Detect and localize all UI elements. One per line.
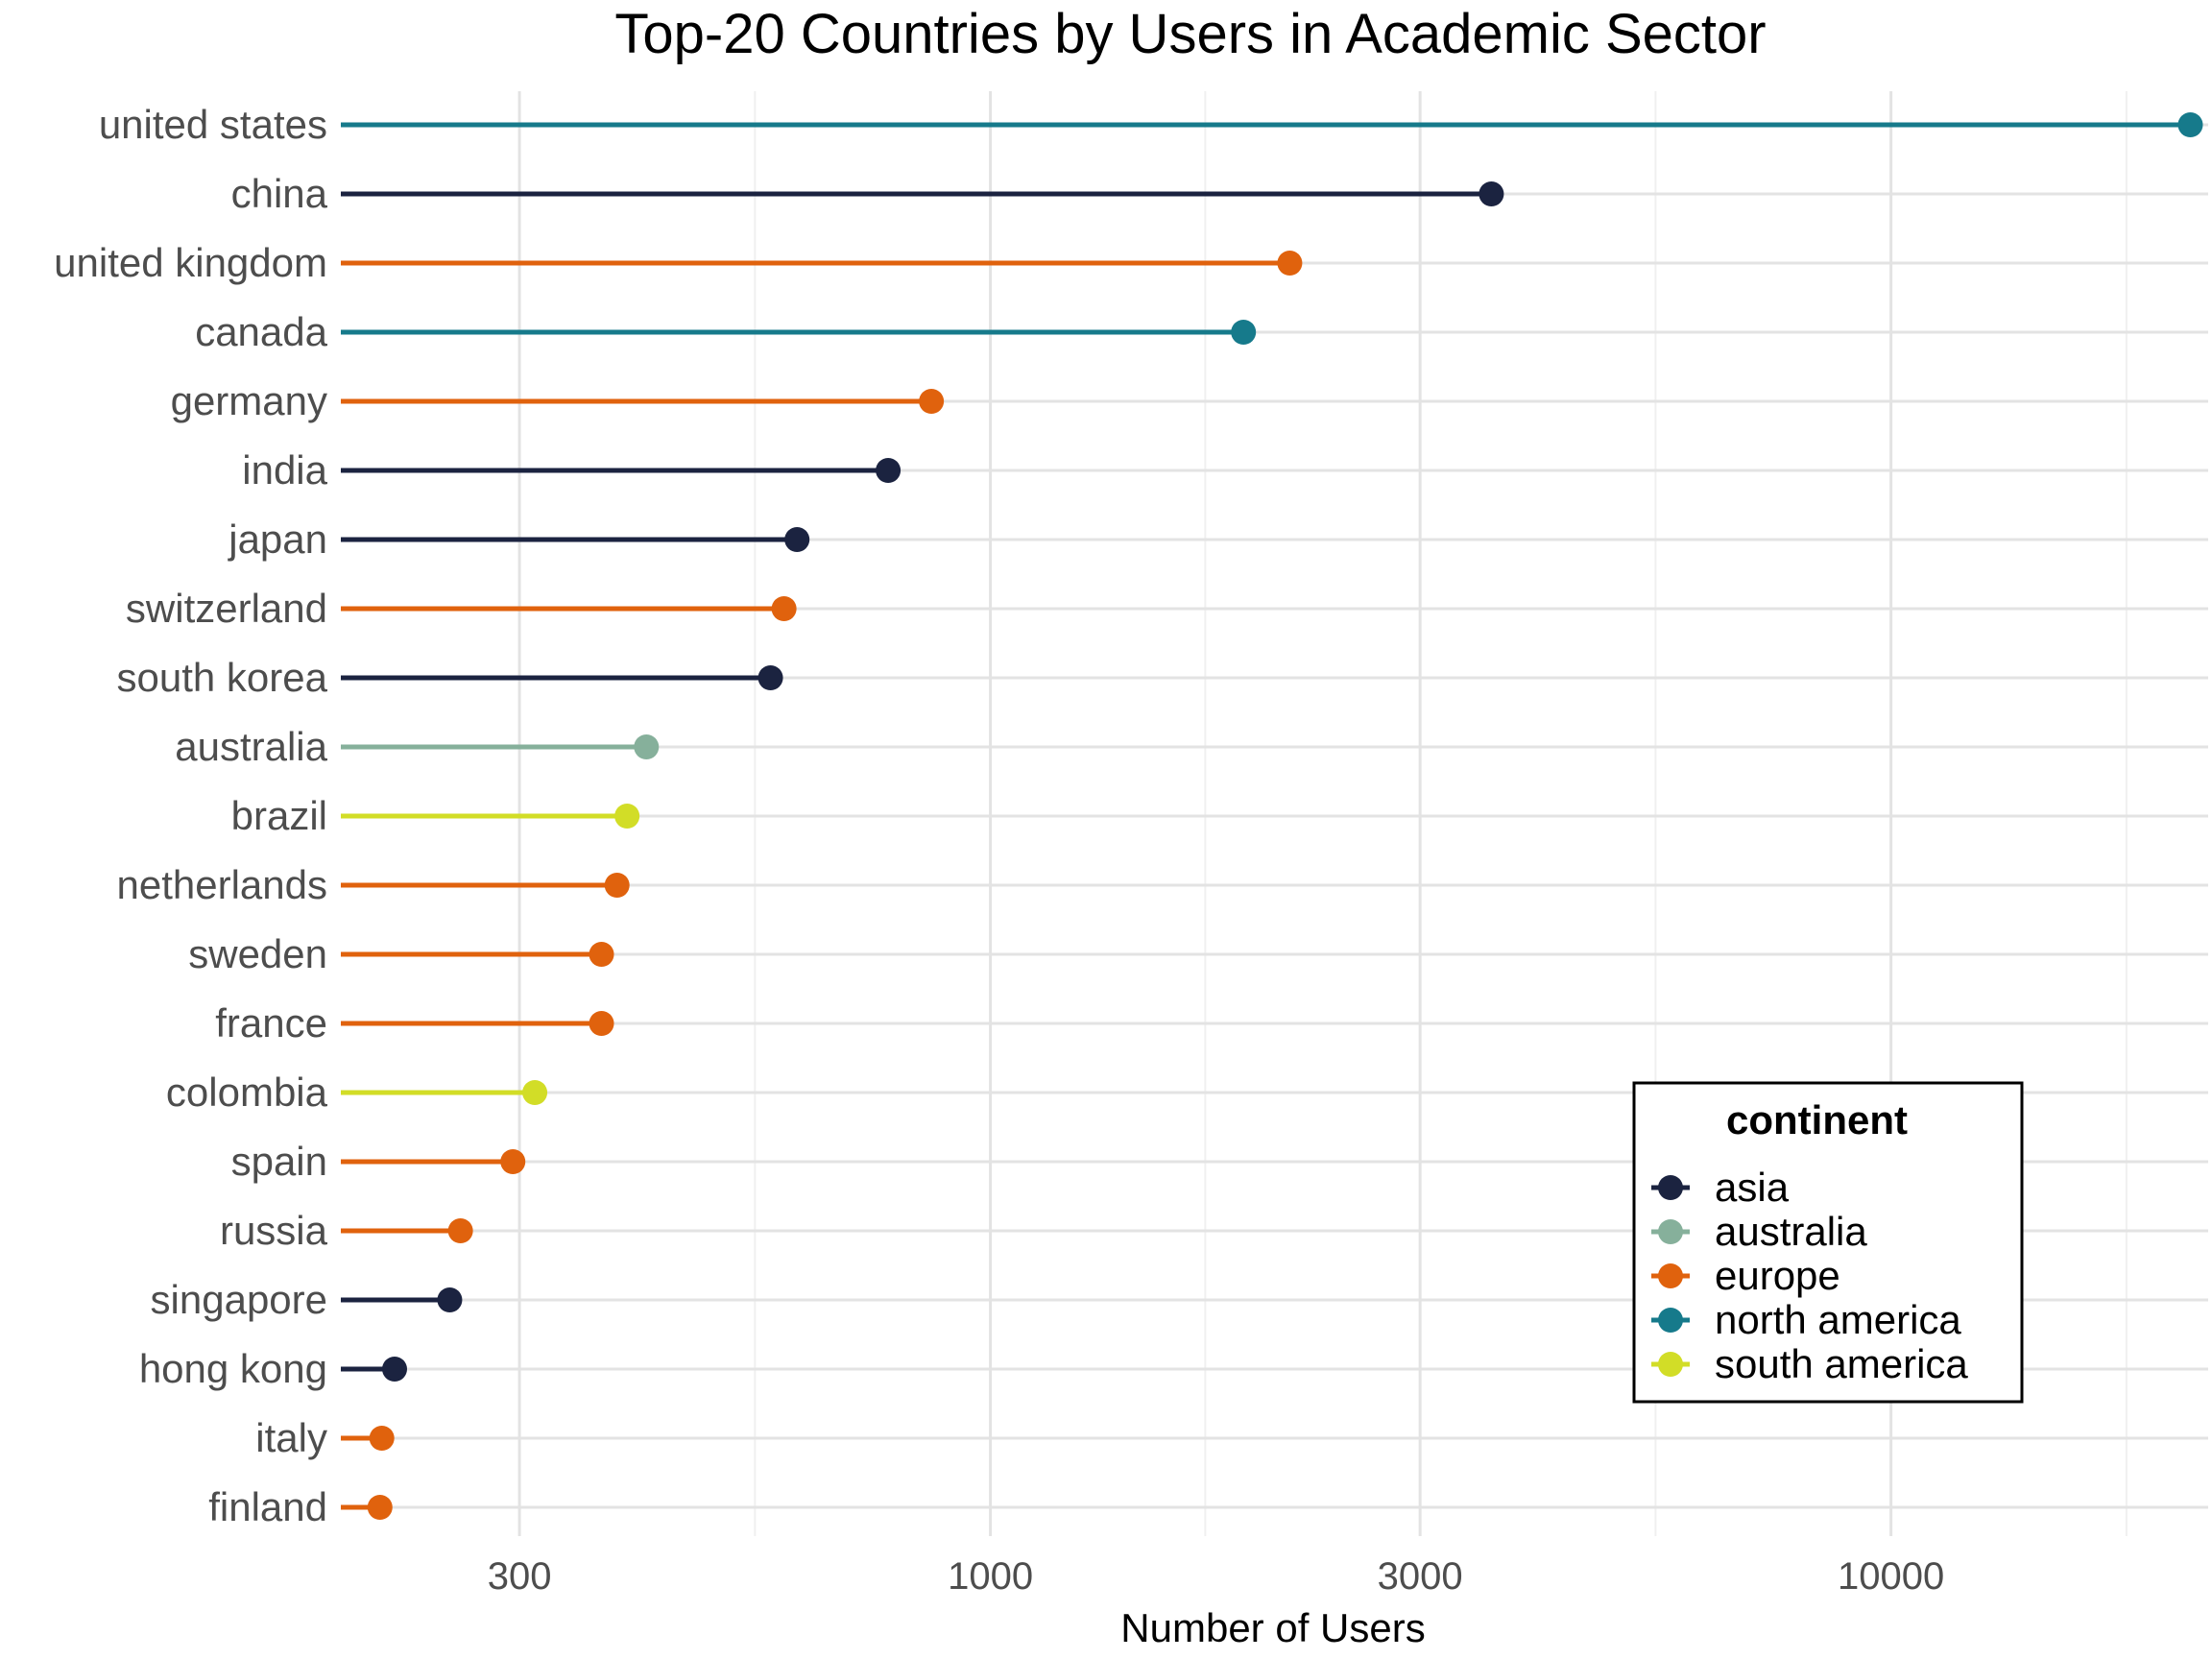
legend-box [1632,1081,2024,1404]
y-label-france: france [215,1000,327,1046]
y-label-brazil: brazil [231,793,327,838]
legend-item-australia: australia [1651,1209,1867,1254]
y-label-netherlands: netherlands [117,862,328,907]
dot-italy [369,1426,395,1451]
x-tick-label: 10000 [1838,1555,1944,1598]
dot-russia [447,1218,473,1243]
legend-item-north-america: north america [1651,1297,1961,1342]
legend-label: australia [1715,1209,1867,1254]
y-label-russia: russia [220,1208,328,1253]
dot-canada [1231,320,1257,345]
y-axis-labels: united states china united kingdom canada ge… [54,102,328,1529]
dot-australia [634,734,660,759]
dot-netherlands [604,873,630,898]
x-tick-label: 1000 [948,1555,1033,1598]
y-label-south-korea: south korea [117,655,328,700]
dot-hong-kong [382,1357,408,1382]
legend-label: europe [1715,1253,1840,1298]
dot-singapore [437,1287,463,1312]
dot-spain [500,1149,526,1174]
dot-switzerland [771,596,797,621]
dot-finland [367,1495,393,1520]
legend-key-dot [1658,1308,1683,1333]
dot-south-korea [757,665,783,690]
x-axis-title: Number of Users [1120,1605,1425,1650]
y-label-sweden: sweden [188,931,327,976]
y-label-spain: spain [231,1139,327,1184]
lollipop-dots [367,112,2203,1520]
legend-key-dot [1658,1219,1683,1244]
dot-brazil [614,804,640,829]
legend-item-asia: asia [1651,1165,1790,1210]
dot-sweden [589,942,614,967]
y-label-united-states: united states [99,102,327,147]
legend-label: south america [1715,1341,1968,1386]
y-label-canada: canada [195,309,327,354]
legend-title: continent [1726,1097,1908,1142]
y-label-colombia: colombia [166,1070,328,1115]
dot-france [589,1011,614,1036]
y-label-finland: finland [208,1484,327,1529]
dot-india [876,458,902,483]
legend-key-dot [1658,1263,1683,1288]
dot-united-states [2177,112,2203,137]
lollipop-stems [341,122,2191,1510]
legend-label: asia [1715,1165,1790,1210]
dot-germany [919,389,945,414]
x-axis-tick-labels: 300 1000 3000 10000 [488,1555,1945,1598]
x-tick-label: 3000 [1378,1555,1463,1598]
y-label-italy: italy [255,1415,327,1460]
y-label-singapore: singapore [151,1277,327,1322]
y-label-australia: australia [175,724,327,769]
y-label-china: china [231,171,328,216]
legend-label: north america [1715,1297,1961,1342]
dot-japan [784,527,810,552]
y-label-united-kingdom: united kingdom [54,240,327,285]
y-label-germany: germany [171,378,327,423]
legend-key-dot [1658,1175,1683,1200]
legend-item-europe: europe [1651,1253,1840,1298]
y-label-japan: japan [227,517,327,562]
y-label-switzerland: switzerland [126,586,327,631]
dot-china [1479,181,1504,206]
x-tick-label: 300 [488,1555,552,1598]
legend-item-south-america: south america [1651,1341,1968,1386]
dot-colombia [522,1080,548,1105]
chart-title: Top-20 Countries by Users in Academic Se… [614,3,1766,65]
y-label-india: india [242,447,327,493]
y-label-hong-kong: hong kong [139,1346,327,1391]
dot-united-kingdom [1277,251,1303,276]
legend-key-dot [1658,1352,1683,1377]
